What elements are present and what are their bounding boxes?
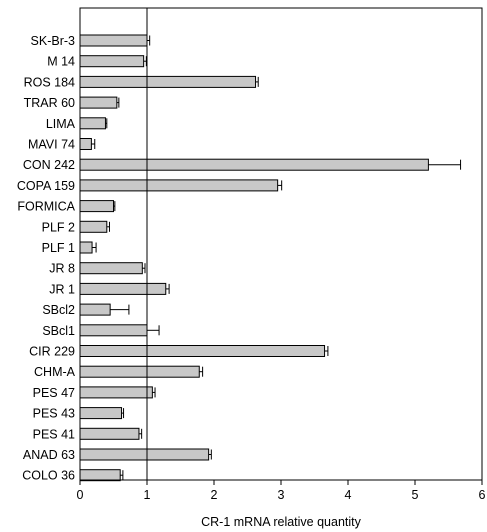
error-bar-colo-36 [120,470,124,481]
category-label: MAVI 74 [28,138,75,152]
category-label: TRAR 60 [24,96,75,110]
x-axis-title: CR-1 mRNA relative quantity [201,515,362,529]
category-label: SK-Br-3 [31,34,76,48]
bars-layer [79,34,462,482]
error-bar-sbcl2 [110,304,130,315]
category-label: SBcl1 [42,324,75,338]
category-label: PLF 2 [42,220,75,234]
bar-ros-184 [79,75,257,88]
category-label: PLF 1 [42,241,75,255]
error-bar-trar-60 [116,97,120,108]
category-label: JR 1 [49,282,75,296]
x-tick-label: 3 [278,488,285,502]
category-label: FORMICA [17,200,75,214]
error-bar-sbcl1 [147,325,160,336]
x-tick-label: 2 [211,488,218,502]
x-tick-label: 0 [77,488,84,502]
bar-jr-1 [79,282,167,295]
x-tick-label: 6 [479,488,486,502]
error-bar-formica [113,201,116,212]
category-label: CHM-A [34,365,76,379]
bar-mavi-74 [79,138,92,150]
bar-sbcl1 [79,324,148,337]
error-bar-cir-229 [324,346,329,356]
error-bar-anad-63 [208,449,212,460]
bar-copa-159 [79,179,279,192]
bar-con-242 [79,158,429,171]
bar-m-14 [79,55,145,68]
bar-pes-43 [79,407,123,420]
x-tick-label: 4 [345,488,352,502]
bar-cir-229 [79,345,326,357]
bar-chm-a [79,365,200,378]
bar-trar-60 [79,96,118,109]
error-bar-pes-47 [152,387,156,398]
error-bar-m-14 [143,56,147,67]
category-label: PES 47 [33,386,75,400]
bar-sk-br-3 [79,34,148,47]
error-bar-jr-1 [165,283,170,294]
category-label: JR 8 [49,262,75,276]
category-label: COPA 159 [17,179,75,193]
category-label: PES 43 [33,407,75,421]
category-label: CON 242 [23,158,75,172]
bar-colo-36 [79,469,121,482]
x-tick-label: 5 [412,488,419,502]
category-label: ROS 184 [24,75,75,89]
error-bar-plf-2 [106,221,110,232]
category-label: CIR 229 [29,345,75,359]
error-bar-pes-43 [121,408,125,419]
bar-jr-8 [79,262,143,275]
bar-formica [79,200,114,213]
error-bar-plf-1 [92,242,97,253]
category-labels: SK-Br-3 M 14 ROS 184 TRAR 60 LIMA MAVI 74 CON … [17,34,76,483]
category-label: COLO 36 [22,469,75,483]
category-label: LIMA [46,117,76,131]
error-bar-mavi-74 [91,139,96,149]
error-bar-lima [105,118,108,129]
x-ticks: 0 1 2 3 4 5 6 [77,480,486,502]
error-bar-copa-159 [277,180,283,191]
plot-frame [79,7,483,481]
category-label: ANAD 63 [23,448,75,462]
bar-pes-41 [79,427,140,440]
error-bar-pes-41 [138,428,143,439]
error-bar-jr-8 [142,263,146,274]
category-label: SBcl2 [42,303,75,317]
bar-plf-1 [79,241,93,254]
error-bar-ros-184 [255,76,259,87]
x-tick-label: 1 [144,488,151,502]
error-bar-con-242 [428,159,462,170]
category-label: M 14 [47,55,75,69]
error-bar-chm-a [199,366,204,377]
bar-sbcl2 [79,303,111,316]
bar-pes-47 [79,386,153,399]
category-label: PES 41 [33,427,75,441]
bar-anad-63 [79,448,210,461]
bar-plf-2 [79,220,108,233]
bar-lima [79,117,106,130]
